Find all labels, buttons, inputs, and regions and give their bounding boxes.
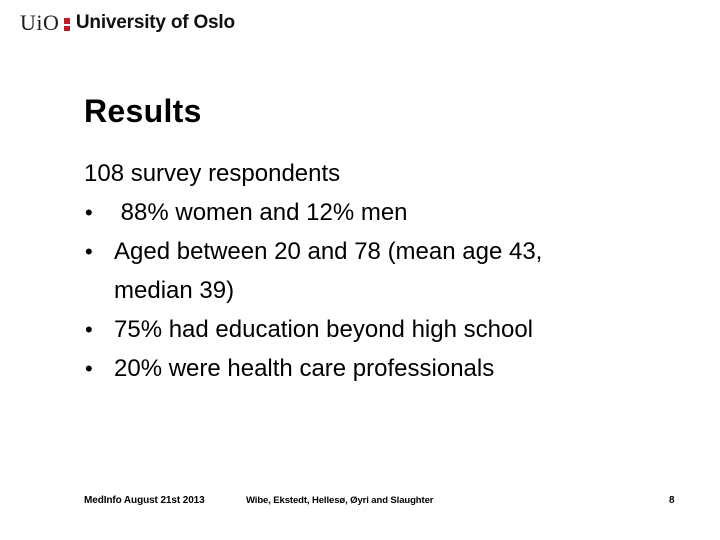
bullet-line: 75% had education beyond high school bbox=[114, 316, 533, 343]
footer-authors: Wibe, Ekstedt, Hellesø, Øyri and Slaught… bbox=[246, 495, 434, 506]
bullet-text: 75% had education beyond high school bbox=[114, 310, 644, 349]
bullet-glyph: • bbox=[85, 356, 93, 381]
bullet-text: Aged between 20 and 78 (mean age 43, med… bbox=[114, 232, 644, 310]
bullet-line: median 39) bbox=[114, 277, 235, 304]
bullet-item: • 88% women and 12% men bbox=[84, 193, 644, 232]
colon-dot-top bbox=[64, 18, 70, 24]
bullet-item: • 20% were health care professionals bbox=[84, 349, 644, 388]
bullet-glyph: • bbox=[85, 239, 93, 264]
bullet-glyph: • bbox=[85, 317, 93, 342]
uio-wordmark: UiO bbox=[20, 10, 60, 35]
intro-line: 108 survey respondents bbox=[84, 160, 341, 187]
slide-body: 108 survey respondents • 88% women and 1… bbox=[84, 154, 644, 388]
bullet-text: 88% women and 12% men bbox=[114, 193, 644, 232]
bullet-line: Aged between 20 and 78 (mean age 43, bbox=[114, 238, 543, 265]
bullet-item: • 75% had education beyond high school bbox=[84, 310, 644, 349]
bullet-glyph: • bbox=[85, 200, 93, 225]
bullet-line: 20% were health care professionals bbox=[114, 355, 495, 382]
bullet-text: 20% were health care professionals bbox=[114, 349, 644, 388]
slide-title: Results bbox=[84, 93, 202, 129]
page-number: 8 bbox=[669, 495, 675, 506]
uio-logo: UiO University of Oslo bbox=[20, 10, 235, 35]
uio-colon-icon bbox=[64, 18, 70, 31]
bullet-line: 88% women and 12% men bbox=[114, 199, 408, 226]
institution-name: University of Oslo bbox=[75, 12, 235, 33]
colon-dot-bottom bbox=[64, 25, 70, 31]
footer-event: MedInfo August 21st 2013 bbox=[84, 495, 205, 506]
bullet-item: • Aged between 20 and 78 (mean age 43, m… bbox=[84, 232, 644, 310]
